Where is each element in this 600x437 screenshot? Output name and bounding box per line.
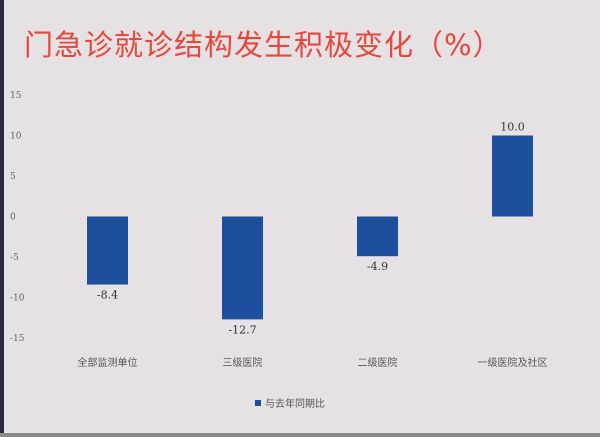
- data-label: -8.4: [97, 289, 118, 302]
- y-tick-label: 15: [10, 91, 22, 101]
- category-label: 二级医院: [358, 356, 398, 369]
- slide-frame-edge: [0, 0, 4, 437]
- slide-bottom-edge: [0, 433, 600, 437]
- bar: [357, 216, 398, 257]
- data-label: 10.0: [500, 121, 525, 134]
- data-label: -4.9: [367, 260, 388, 273]
- y-tick-label: -5: [10, 253, 19, 263]
- bar: [492, 135, 533, 217]
- category-label: 三级医院: [223, 356, 263, 369]
- y-tick-label: -10: [10, 294, 25, 304]
- chart-title: 门急诊就诊结构发生积极变化（%）: [24, 28, 503, 62]
- legend-label: 与去年同期比: [265, 397, 325, 410]
- bar: [87, 216, 128, 285]
- legend-swatch: [255, 400, 261, 406]
- data-label: -12.7: [228, 323, 256, 336]
- category-label: 一级医院及社区: [478, 356, 548, 369]
- y-tick-label: 0: [10, 213, 16, 223]
- bar: [222, 216, 263, 320]
- y-tick-label: -15: [10, 334, 25, 344]
- y-tick-label: 10: [10, 132, 22, 142]
- category-label: 全部监测单位: [78, 356, 138, 369]
- y-tick-label: 5: [10, 172, 16, 182]
